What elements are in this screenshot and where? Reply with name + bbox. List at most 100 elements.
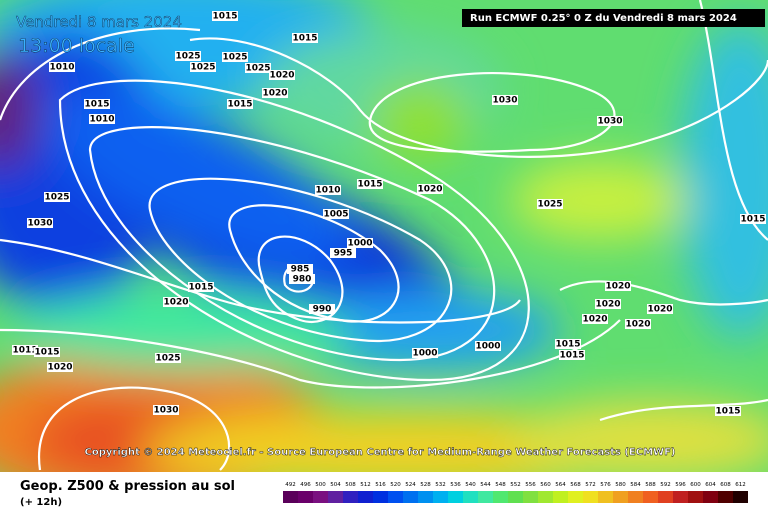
legend-label: 576 [600, 482, 611, 488]
isobar-label-bg [537, 199, 563, 209]
legend-swatch [478, 491, 493, 503]
legend-label: 592 [660, 482, 671, 488]
isobars [0, 0, 768, 471]
date: Vendredi 8 mars 2024 [16, 13, 182, 31]
legend-label: 512 [360, 482, 371, 488]
legend-label: 600 [690, 482, 701, 488]
isobar-label: 1000 [347, 239, 372, 249]
legend-label: 508 [345, 482, 356, 488]
isobar-label: 1015 [357, 180, 382, 190]
isobar-label-bg [492, 95, 518, 105]
isobar-label-bg [309, 304, 335, 314]
legend-label: 612 [735, 482, 746, 488]
isobar-label-bg [227, 99, 253, 109]
isobar-label-bg [740, 214, 766, 224]
isobar-label: 980 [293, 275, 312, 285]
isobar-label: 1030 [492, 96, 517, 106]
legend-label: 568 [570, 482, 581, 488]
isobar-label: 1025 [155, 354, 180, 364]
isobar-label-bg [347, 238, 373, 248]
isobar-label-bg [417, 184, 443, 194]
isobar-label-bg [175, 51, 201, 61]
isobar-label-bg [323, 209, 349, 219]
isobar-label: 1030 [153, 406, 178, 416]
isobar-label: 1025 [44, 193, 69, 203]
isobar-label: 1015 [84, 100, 109, 110]
isobar-label-bg [269, 70, 295, 80]
legend-label: 588 [645, 482, 656, 488]
isobar-label: 1010 [315, 186, 340, 196]
legend-label: 552 [510, 482, 521, 488]
isobar-label: 1020 [47, 363, 72, 373]
isobar-label: 1015 [227, 100, 252, 110]
isobar-label-bg [155, 353, 181, 363]
isobar-label: 1005 [323, 210, 348, 220]
legend-label: 608 [720, 482, 731, 488]
legend-label: 524 [405, 482, 416, 488]
isobar-label-bg [84, 99, 110, 109]
legend-label: 500 [315, 482, 326, 488]
legend-swatch [658, 491, 673, 503]
isobar-label-bg [315, 185, 341, 195]
isobar-label: 1020 [595, 300, 620, 310]
isobar-label-bg [44, 192, 70, 202]
legend-swatch [328, 491, 343, 503]
isobar-label-bg [292, 33, 318, 43]
legend-label: 548 [495, 482, 506, 488]
isobar-label-bg [555, 339, 581, 349]
legend-swatch [313, 491, 328, 503]
time: 13:00 locale [18, 35, 135, 57]
isobar-label-bg [245, 63, 271, 73]
copyright: Copyright © 2024 Meteociel.fr - Source E… [85, 447, 676, 458]
legend-swatch [403, 491, 418, 503]
isobar-label: 1000 [412, 349, 437, 359]
legend-swatch [448, 491, 463, 503]
isobar-label-bg [47, 362, 73, 372]
isobar-label: 1025 [222, 53, 247, 63]
isobar-label-bg [12, 345, 38, 355]
isobar-label-bg [89, 114, 115, 124]
isobar-label: 1015 [740, 215, 765, 225]
legend-swatch [718, 491, 733, 503]
legend-swatch [388, 491, 403, 503]
isobar-label: 995 [334, 249, 353, 259]
isobar-label-bg [287, 264, 313, 274]
legend-label: 584 [630, 482, 641, 488]
isobar-label-bg [605, 281, 631, 291]
isobar-label: 1025 [245, 64, 270, 74]
legend-label: 556 [525, 482, 536, 488]
isobar-label-bg [597, 116, 623, 126]
legend-swatch [358, 491, 373, 503]
isobar-label-bg [647, 304, 673, 314]
isobar-label: 1015 [555, 340, 580, 350]
isobar-label: 1000 [475, 342, 500, 352]
isobar-label: 1010 [89, 115, 114, 125]
isobar-label-bg [222, 52, 248, 62]
legend-label: 532 [435, 482, 446, 488]
legend-swatch [433, 491, 448, 503]
footer-title: Geop. Z500 & pression au sol [20, 479, 235, 494]
isobar-label: 1025 [175, 52, 200, 62]
isobar-label-bg [595, 299, 621, 309]
legend-swatch [583, 491, 598, 503]
legend-swatch [283, 491, 298, 503]
isobar-label-bg [475, 341, 501, 351]
isobar-label: 1020 [163, 298, 188, 308]
legend-label: 540 [465, 482, 476, 488]
isobar-label: 1015 [212, 12, 237, 22]
legend-swatch [508, 491, 523, 503]
isobar-label-bg [289, 274, 315, 284]
footer-lead: (+ 12h) [20, 497, 62, 508]
legend-label: 492 [285, 482, 296, 488]
isobar-label-bg [27, 218, 53, 228]
isobar-label-bg [262, 88, 288, 98]
legend-label: 504 [330, 482, 341, 488]
isobar-label-bg [190, 62, 216, 72]
isobar-label: 1015 [188, 283, 213, 293]
legend-swatch [523, 491, 538, 503]
legend-swatch [628, 491, 643, 503]
isobar-label: 1020 [625, 320, 650, 330]
legend-swatch [418, 491, 433, 503]
isobar-label-bg [330, 248, 356, 258]
